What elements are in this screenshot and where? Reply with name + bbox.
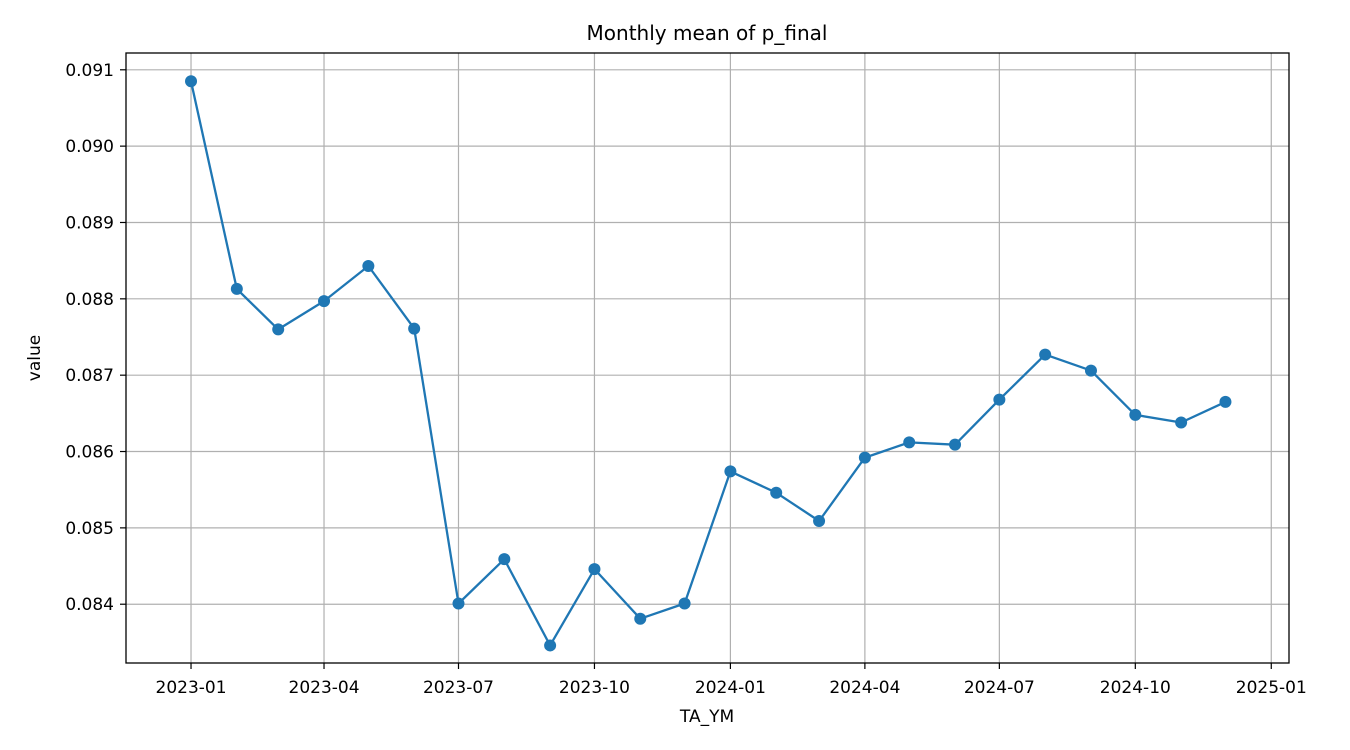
data-point	[1039, 348, 1052, 361]
data-point	[1084, 364, 1097, 377]
data-point	[903, 436, 916, 449]
plot-area-frame	[125, 52, 1290, 664]
x-tick-label: 2025-01	[1236, 678, 1307, 698]
x-tick-label: 2023-01	[156, 678, 227, 698]
data-point	[272, 323, 285, 336]
x-tick-label: 2024-01	[695, 678, 766, 698]
data-point	[993, 393, 1006, 406]
data-point	[1219, 395, 1232, 408]
y-tick-label: 0.087	[65, 366, 114, 386]
data-point	[408, 322, 421, 335]
y-tick-label: 0.086	[65, 443, 114, 463]
data-point	[185, 75, 198, 88]
grid-lines	[126, 53, 1289, 663]
x-tick-label: 2023-10	[559, 678, 630, 698]
y-tick-label: 0.084	[65, 595, 114, 615]
data-point	[1129, 408, 1142, 421]
data-point	[1175, 416, 1188, 429]
data-point	[813, 514, 826, 527]
data-point	[588, 563, 601, 576]
data-point	[544, 639, 557, 652]
chart-title: Monthly mean of p_final	[587, 21, 828, 45]
data-point	[498, 553, 511, 566]
data-point	[452, 597, 465, 610]
data-series	[185, 75, 1232, 652]
y-axis-label: value	[25, 335, 45, 381]
data-point	[362, 260, 375, 273]
y-tick-label: 0.088	[65, 290, 114, 310]
data-point	[949, 438, 962, 451]
axis-ticks: 2023-01 2023-04 2023-07 2023-10 2024-01 2024-…	[65, 61, 1306, 698]
x-tick-label: 2024-10	[1100, 678, 1171, 698]
data-point	[770, 486, 783, 499]
data-point	[724, 465, 737, 478]
data-point	[318, 295, 331, 308]
data-point	[634, 612, 647, 625]
x-axis-label: TA_YM	[679, 707, 734, 727]
x-tick-label: 2023-07	[423, 678, 494, 698]
x-tick-label: 2024-04	[829, 678, 900, 698]
data-point	[858, 451, 871, 464]
y-tick-label: 0.085	[65, 519, 114, 539]
data-point	[678, 597, 691, 610]
x-tick-label: 2024-07	[964, 678, 1035, 698]
x-tick-label: 2023-04	[289, 678, 360, 698]
data-point	[230, 282, 243, 295]
y-tick-label: 0.089	[65, 213, 114, 233]
y-tick-label: 0.091	[65, 61, 114, 81]
series-line	[189, 80, 1226, 647]
y-tick-label: 0.090	[65, 137, 114, 157]
